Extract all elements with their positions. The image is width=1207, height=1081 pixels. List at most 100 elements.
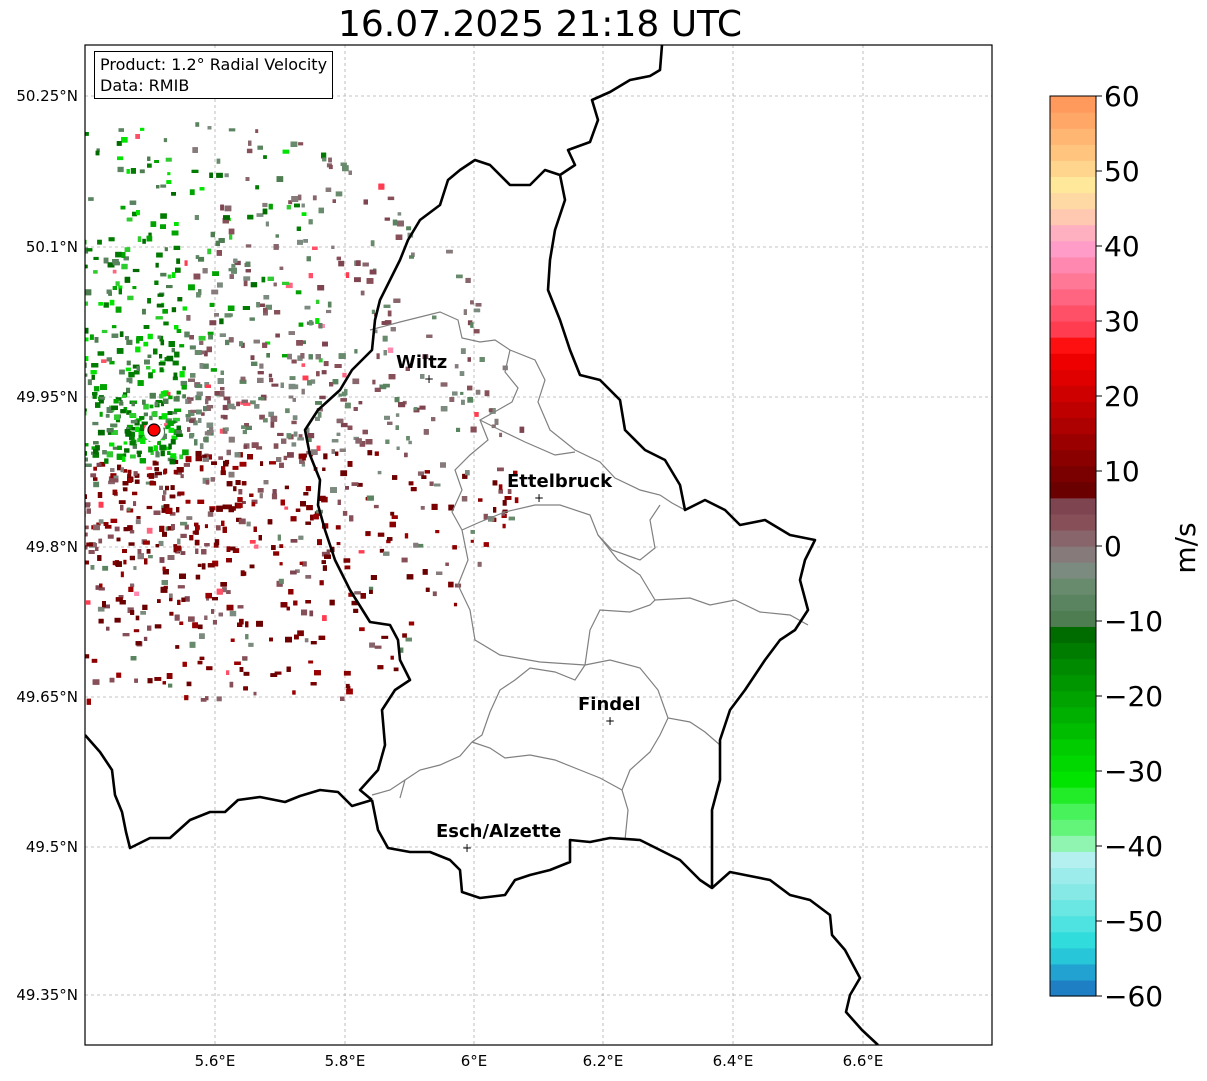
echo-cell	[127, 477, 133, 483]
echo-cell	[23, 300, 27, 303]
echo-cell	[19, 607, 22, 611]
echo-cell	[110, 473, 117, 479]
echo-cell	[76, 377, 82, 382]
echo-cell	[113, 475, 119, 480]
echo-cell	[184, 695, 189, 701]
echo-cell	[308, 354, 313, 360]
echo-cell	[319, 495, 326, 501]
echo-cell	[473, 308, 481, 313]
echo-cell	[20, 425, 23, 429]
echo-cell	[220, 387, 225, 391]
echo-cell	[79, 326, 84, 330]
echo-cell	[138, 432, 142, 439]
echo-cell	[148, 372, 153, 379]
echo-cell	[76, 415, 82, 421]
echo-cell	[467, 357, 471, 362]
echo-cell	[299, 340, 306, 345]
echo-cell	[108, 237, 115, 242]
echo-cell	[340, 422, 348, 428]
echo-cell	[129, 413, 137, 418]
echo-cell	[78, 394, 82, 398]
echo-cell	[144, 558, 148, 565]
echo-cell	[140, 127, 145, 131]
echo-cell	[385, 439, 390, 444]
echo-cell	[160, 586, 168, 593]
echo-cell	[95, 547, 99, 551]
echo-cell	[286, 606, 290, 611]
echo-cell	[101, 329, 108, 334]
echo-cell	[147, 156, 151, 161]
echo-cell	[246, 148, 253, 154]
echo-cell	[0, 521, 3, 524]
echo-cell	[170, 453, 177, 459]
echo-cell	[153, 445, 158, 452]
echo-cell	[315, 401, 322, 405]
echo-cell	[90, 565, 95, 570]
echo-cell	[0, 405, 2, 409]
echo-cell	[62, 292, 66, 296]
echo-cell	[95, 150, 100, 156]
echo-cell	[128, 542, 135, 546]
echo-cell	[179, 344, 185, 348]
echo-cell	[15, 330, 21, 336]
echo-cell	[3, 467, 10, 473]
echo-cell	[301, 461, 306, 467]
echo-cell	[402, 633, 407, 638]
echo-cell	[184, 260, 188, 266]
plot-area	[85, 45, 992, 1045]
echo-cell	[360, 593, 366, 599]
echo-cell	[448, 581, 454, 588]
echo-cell	[383, 383, 390, 388]
echo-cell	[173, 372, 178, 378]
echo-cell	[188, 410, 195, 416]
echo-cell	[212, 271, 219, 276]
echo-cell	[139, 427, 145, 432]
echo-cell	[313, 513, 319, 520]
echo-cell	[86, 542, 93, 547]
echo-cell	[132, 444, 137, 449]
echo-cell	[186, 516, 193, 520]
echo-cell	[212, 619, 217, 625]
echo-cell	[63, 293, 66, 297]
echo-cell	[0, 390, 3, 393]
echo-cell	[112, 560, 117, 566]
echo-cell	[174, 351, 180, 358]
echo-cell	[0, 337, 4, 341]
echo-cell	[192, 147, 198, 153]
colorbar-tick-label: −30	[1104, 755, 1163, 788]
colorbar-band	[1050, 240, 1096, 258]
echo-cell	[6, 395, 12, 398]
echo-cell	[16, 298, 23, 304]
echo-cell	[27, 475, 32, 479]
echo-cell	[211, 609, 215, 614]
lon-tick-labels: 5.6°E 5.8°E 6°E 6.2°E 6.4°E 6.6°E	[195, 1052, 884, 1070]
echo-cell	[75, 257, 80, 262]
echo-cell	[19, 607, 22, 611]
echo-cell	[207, 248, 212, 255]
echo-cell	[43, 204, 48, 207]
echo-cell	[125, 367, 131, 372]
echo-cell	[332, 379, 339, 385]
lat-tick-label: 50.25°N	[16, 87, 78, 105]
echo-cell	[303, 239, 308, 243]
colorbar-band	[1050, 272, 1096, 290]
echo-cell	[5, 495, 10, 501]
colorbar-tick-label: −40	[1104, 830, 1163, 863]
echo-cell	[223, 429, 228, 434]
echo-cell	[68, 422, 73, 425]
echo-cell	[170, 485, 175, 490]
echo-cell	[354, 591, 361, 595]
echo-cell	[25, 515, 31, 520]
echo-cell	[137, 549, 142, 554]
echo-cell	[30, 490, 36, 494]
echo-cell	[305, 521, 311, 525]
echo-cell	[33, 514, 39, 518]
echo-cell	[205, 396, 211, 401]
echo-cell	[68, 445, 72, 450]
echo-cell	[294, 203, 300, 208]
echo-cell	[387, 196, 395, 201]
echo-cell	[296, 226, 301, 231]
echo-cell	[9, 654, 14, 660]
echo-cell	[197, 499, 205, 504]
